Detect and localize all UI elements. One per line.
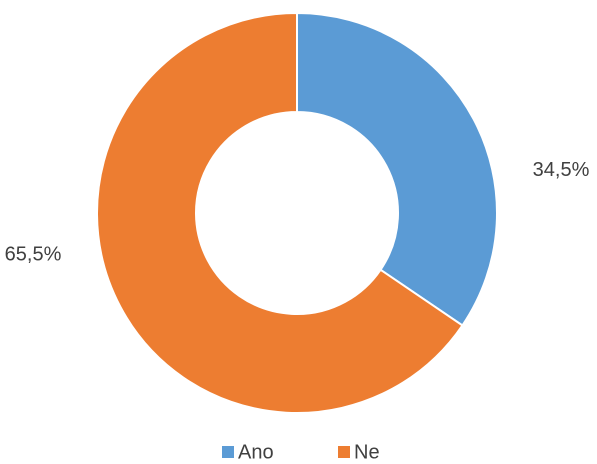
legend-swatch bbox=[222, 446, 234, 458]
data-label: 34,5% bbox=[533, 159, 590, 181]
legend-swatch bbox=[338, 446, 350, 458]
legend-label: Ne bbox=[354, 441, 380, 463]
donut-slice bbox=[96, 11, 464, 414]
legend-label: Ano bbox=[238, 441, 274, 463]
donut-slice bbox=[296, 11, 498, 327]
data-label: 65,5% bbox=[5, 243, 62, 265]
